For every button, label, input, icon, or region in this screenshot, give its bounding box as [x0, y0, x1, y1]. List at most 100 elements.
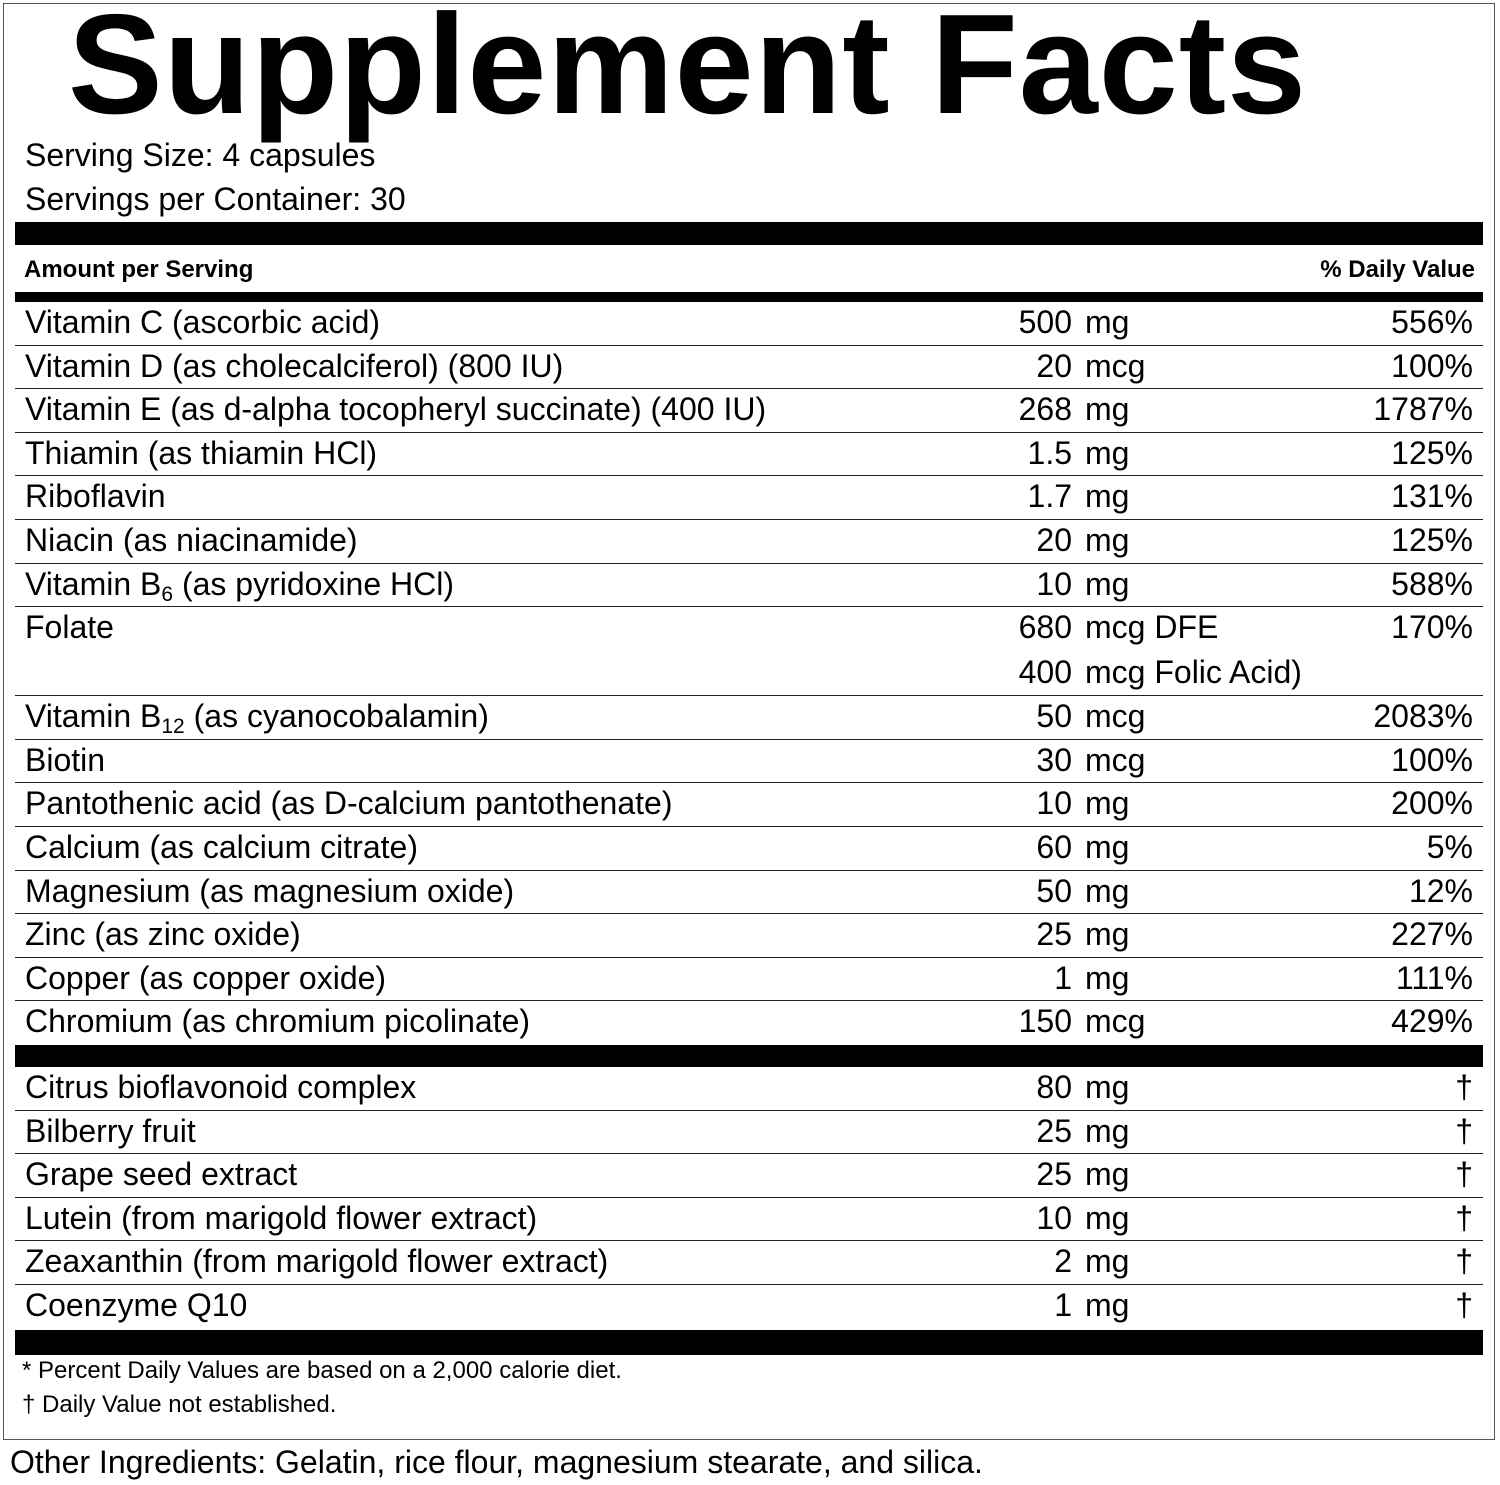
amount: 80 [1036, 1069, 1072, 1105]
table-row: Folate 680 mcg DFE 170% 400 mcg Folic Acid) [15, 607, 1483, 697]
amount: 50 [1036, 872, 1072, 909]
amount: 25 [1036, 1112, 1072, 1149]
nutrient-name: Zinc (as zinc oxide) [25, 915, 301, 953]
nutrient-name-text: Chromium (as chromium picolinate) [25, 1003, 531, 1040]
nutrient-name-text: Lutein (from marigold flower extract) [25, 1199, 538, 1236]
unit: mg [1085, 959, 1130, 996]
amount: 10 [1036, 1199, 1072, 1236]
amount: 500 [1018, 304, 1072, 340]
amount: 20 [1036, 347, 1072, 384]
amount-secondary: 400 [1018, 654, 1072, 691]
nutrient-name: Chromium (as chromium picolinate) [25, 1002, 530, 1040]
amount: 25 [1036, 1156, 1072, 1193]
unit: mg [1085, 785, 1130, 822]
daily-value: 131% [1391, 478, 1473, 515]
thick-divider [15, 1330, 1483, 1355]
amount: 680 [1018, 609, 1072, 646]
unit: mcg DFE [1085, 609, 1219, 646]
table-row: Pantothenic acid (as D-calcium pantothen… [15, 783, 1483, 827]
subscript: 12 [161, 715, 185, 739]
table-row: Bilberry fruit 25 mg † [15, 1111, 1483, 1155]
amount: 10 [1036, 785, 1072, 822]
nutrient-name-text: Zeaxanthin (from marigold flower extract… [25, 1243, 609, 1280]
table-row: Chromium (as chromium picolinate) 150 mcg 4… [15, 1001, 1483, 1045]
unit: mg [1085, 565, 1130, 602]
daily-value: 429% [1391, 1003, 1473, 1040]
table-row: Magnesium (as magnesium oxide) 50 mg 12% [15, 871, 1483, 915]
subscript: 6 [161, 582, 174, 606]
nutrient-name: Bilberry fruit [25, 1112, 196, 1150]
nutrient-name-text: Riboflavin [25, 478, 166, 515]
daily-value: † [1455, 1156, 1473, 1193]
amount: 60 [1036, 828, 1072, 865]
nutrient-name: Coenzyme Q10 [25, 1286, 247, 1324]
unit: mg [1085, 1286, 1130, 1323]
table-row: Lutein (from marigold flower extract) 10 m… [15, 1198, 1483, 1242]
nutrient-table: Vitamin C (ascorbic acid) 500 mg 556% Vitami… [15, 302, 1483, 1045]
amount: 2 [1054, 1243, 1072, 1280]
nutrient-name-text: Bilberry fruit [25, 1112, 196, 1149]
table-row: Vitamin B6 (as pyridoxine HCl) 10 mg 588% [15, 564, 1483, 608]
amount: 50 [1036, 698, 1072, 735]
nutrient-name: Niacin (as niacinamide) [25, 521, 358, 559]
nutrient-name-text: Thiamin (as thiamin HCl) [25, 434, 378, 471]
nutrient-name: Biotin [25, 741, 105, 779]
nutrient-name-text: Niacin (as niacinamide) [25, 521, 358, 558]
daily-value-header: % Daily Value [1320, 256, 1475, 283]
table-row: Vitamin E (as d-alpha tocopheryl succina… [15, 389, 1483, 433]
other-ingredients: Other Ingredients: Gelatin, rice flour, … [10, 1444, 983, 1480]
table-row: Niacin (as niacinamide) 20 mg 125% [15, 520, 1483, 564]
amount: 1.5 [1027, 434, 1072, 471]
unit: mg [1085, 1069, 1130, 1105]
nutrient-name: Copper (as copper oxide) [25, 959, 386, 997]
amount: 20 [1036, 521, 1072, 558]
table-row: Riboflavin 1.7 mg 131% [15, 476, 1483, 520]
table-row: Coenzyme Q10 1 mg † [15, 1285, 1483, 1329]
label-border [3, 3, 1495, 1440]
nutrient-name-text: Citrus bioflavonoid complex [25, 1069, 417, 1105]
unit: mg [1085, 521, 1130, 558]
nutrient-name: Grape seed extract [25, 1155, 297, 1193]
amount: 268 [1018, 391, 1072, 428]
nutrient-name-text: Copper (as copper oxide) [25, 959, 387, 996]
table-row: Zeaxanthin (from marigold flower extract… [15, 1241, 1483, 1285]
nutrient-name-text: Magnesium (as magnesium oxide) [25, 872, 515, 909]
daily-value: 227% [1391, 916, 1473, 953]
daily-value: 200% [1391, 785, 1473, 822]
daily-value: † [1455, 1069, 1473, 1105]
nutrient-name-text: Pantothenic acid (as D-calcium pantothen… [25, 785, 673, 822]
nutrient-name: Vitamin D (as cholecalciferol) (800 IU) [25, 347, 563, 385]
nutrient-name-text: Vitamin B [25, 565, 162, 602]
unit: mg [1085, 1199, 1130, 1236]
servings-per-container: Servings per Container: 30 [25, 181, 406, 217]
nutrient-name: Magnesium (as magnesium oxide) [25, 872, 514, 910]
table-row: Biotin 30 mcg 100% [15, 740, 1483, 784]
table-row: Grape seed extract 25 mg † [15, 1154, 1483, 1198]
footnote-daily-value: * Percent Daily Values are based on a 2,… [22, 1357, 622, 1384]
daily-value: 170% [1391, 609, 1473, 646]
amount: 10 [1036, 565, 1072, 602]
daily-value: † [1455, 1243, 1473, 1280]
daily-value: 111% [1395, 959, 1473, 996]
other-nutrient-table: Citrus bioflavonoid complex 80 mg † Bilberry… [15, 1067, 1483, 1329]
nutrient-name: Vitamin C (ascorbic acid) [25, 303, 380, 341]
table-row: Zinc (as zinc oxide) 25 mg 227% [15, 914, 1483, 958]
daily-value: 2083% [1373, 698, 1473, 735]
daily-value: 125% [1391, 434, 1473, 471]
nutrient-name-text: Zinc (as zinc oxide) [25, 916, 301, 953]
daily-value: 12% [1408, 872, 1473, 909]
daily-value: 556% [1391, 304, 1473, 340]
nutrient-name-rest: (as cyanocobalamin) [184, 698, 489, 735]
unit: mg [1085, 1156, 1130, 1193]
footnote-dagger: † Daily Value not established. [22, 1391, 337, 1418]
nutrient-name-text: Vitamin D (as cholecalciferol) (800 IU) [25, 347, 564, 384]
nutrient-name-text: Vitamin B [25, 698, 162, 735]
nutrient-name: Folate [25, 608, 114, 646]
unit: mg [1085, 478, 1130, 515]
nutrient-name: Lutein (from marigold flower extract) [25, 1199, 537, 1237]
amount: 1 [1054, 1286, 1072, 1323]
unit: mg [1085, 916, 1130, 953]
daily-value: † [1455, 1286, 1473, 1323]
unit: mcg [1085, 741, 1146, 778]
nutrient-name-text: Biotin [25, 741, 106, 778]
